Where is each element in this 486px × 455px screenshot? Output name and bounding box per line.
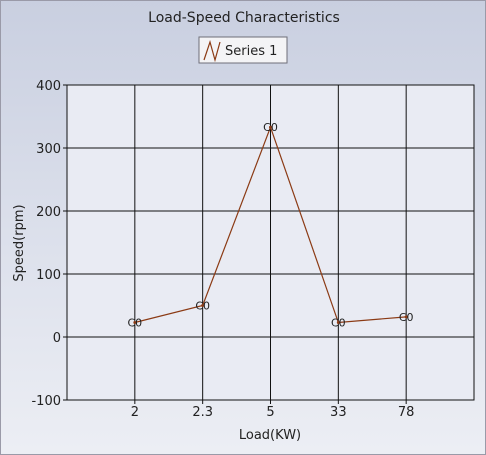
data-point — [133, 321, 137, 325]
data-label: C0 — [263, 121, 278, 134]
y-tick-label: -100 — [31, 394, 61, 409]
legend-box — [198, 36, 288, 64]
chart-title: Load-Speed Characteristics — [148, 10, 340, 26]
y-axis-label: Speed(rpm) — [12, 204, 27, 281]
x-tick-label: 2 — [131, 405, 139, 420]
y-tick-label: 200 — [36, 205, 61, 220]
data-label: C0 — [399, 311, 414, 324]
data-point — [201, 304, 205, 307]
y-tick-label: 300 — [36, 142, 61, 157]
data-point — [269, 125, 272, 129]
legend: Series 1 — [198, 36, 288, 64]
legend-line-icon — [203, 39, 221, 63]
data-label: C0 — [127, 317, 142, 330]
x-tick-label: 2.3 — [192, 405, 213, 420]
data-point — [404, 315, 408, 319]
series-1: C0 C0 C0 C0 C0 — [127, 121, 413, 329]
tick-labels: -100 0 100 200 300 400 2 2.3 5 33 78 — [31, 79, 414, 420]
x-tick-label: 78 — [398, 405, 415, 420]
y-tick-label: 0 — [53, 331, 61, 346]
data-label: C0 — [331, 317, 346, 330]
y-tick-label: 100 — [36, 268, 61, 283]
data-point — [336, 321, 340, 325]
data-label: C0 — [195, 300, 210, 313]
legend-label: Series 1 — [225, 44, 277, 59]
x-tick-label: 5 — [266, 405, 274, 420]
x-tick-label: 33 — [330, 405, 347, 420]
y-tick-label: 400 — [36, 79, 61, 94]
x-axis-label: Load(KW) — [239, 428, 301, 443]
plot-border — [66, 84, 475, 401]
grid — [63, 84, 475, 404]
